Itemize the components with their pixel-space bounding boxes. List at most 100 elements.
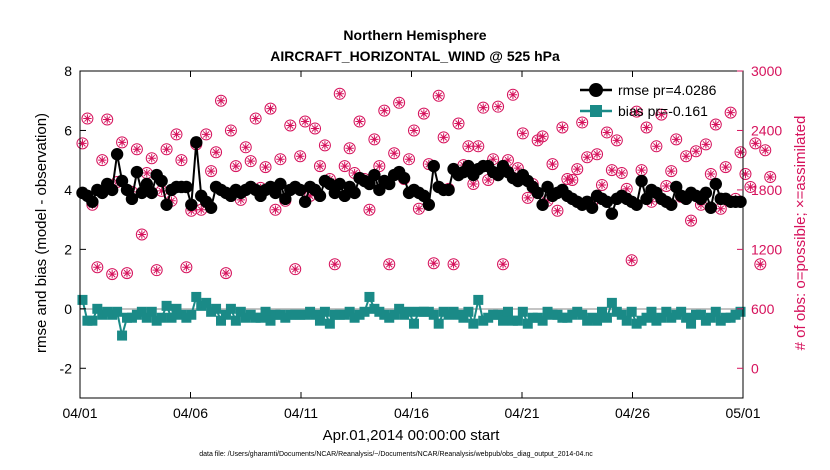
obs-assimilated-marker	[548, 159, 557, 169]
rmse-point	[536, 198, 549, 211]
bias-point	[681, 312, 692, 323]
obs-assimilated-marker	[503, 155, 513, 165]
bias-point	[141, 312, 152, 323]
obs-possible-marker	[650, 140, 663, 153]
obs-possible-marker	[363, 203, 376, 216]
obs-possible-marker	[556, 121, 569, 134]
obs-assimilated-marker	[488, 154, 498, 164]
obs-assimilated-marker	[385, 260, 394, 269]
rmse-point	[204, 201, 218, 214]
bias-point	[201, 297, 212, 308]
obs-possible-marker	[328, 258, 341, 271]
bias-point	[161, 300, 172, 311]
obs-assimilated-marker	[241, 143, 250, 152]
obs-possible-marker	[264, 102, 277, 115]
obs-assimilated-marker	[429, 259, 438, 268]
bias-point	[458, 312, 469, 323]
obs-assimilated-marker	[756, 260, 765, 269]
obs-assimilated-marker	[741, 169, 750, 179]
obs-assimilated-marker	[340, 161, 349, 171]
y-left-tick-label: 6	[64, 122, 72, 138]
obs-assimilated-marker	[182, 263, 191, 272]
bias-point	[146, 306, 157, 317]
obs-assimilated-marker	[251, 114, 260, 123]
obs-possible-marker	[477, 101, 490, 114]
bias-point	[641, 312, 652, 323]
x-tick-label: 04/01	[62, 405, 97, 421]
obs-assimilated-marker	[523, 193, 532, 203]
obs-assimilated-marker	[597, 180, 607, 190]
bias-point	[92, 303, 103, 314]
obs-possible-marker	[343, 142, 356, 155]
obs-assimilated-marker	[667, 166, 676, 176]
bias-point	[364, 291, 375, 302]
obs-possible-marker	[210, 146, 223, 159]
obs-assimilated-marker	[627, 256, 636, 265]
obs-possible-marker	[219, 267, 232, 280]
rmse-point	[130, 165, 144, 179]
rmse-point	[185, 198, 198, 211]
bias-point	[592, 315, 603, 326]
bias-point	[646, 306, 657, 317]
obs-assimilated-marker	[404, 154, 414, 164]
obs-possible-marker	[685, 214, 698, 227]
bias-point	[710, 306, 721, 317]
bias-point	[260, 306, 271, 317]
obs-assimilated-marker	[637, 165, 646, 175]
obs-possible-marker	[333, 87, 346, 100]
bias-point	[77, 294, 88, 305]
rmse-point	[348, 186, 361, 200]
obs-possible-marker	[294, 150, 307, 163]
obs-assimilated-marker	[370, 135, 379, 144]
obs-possible-marker	[81, 112, 94, 125]
obs-assimilated-marker	[672, 135, 681, 144]
obs-assimilated-marker	[167, 196, 176, 206]
obs-possible-marker	[437, 131, 450, 144]
obs-possible-marker	[724, 106, 737, 119]
bias-point	[577, 309, 588, 320]
obs-possible-marker	[353, 115, 366, 128]
obs-possible-marker	[76, 137, 89, 150]
legend: rmse pr=4.0286 bias pr=-0.161	[580, 82, 717, 119]
obs-possible-marker	[719, 161, 732, 174]
obs-assimilated-marker	[93, 263, 102, 272]
chart-title-line2: AIRCRAFT_HORIZONTAL_WIND @ 525 hPa	[270, 48, 560, 64]
obs-possible-marker	[121, 267, 133, 280]
bias-point	[220, 309, 231, 320]
obs-possible-marker	[417, 107, 430, 120]
bias-point	[473, 294, 484, 305]
rmse-point	[704, 201, 718, 214]
obs-assimilated-marker	[380, 106, 389, 115]
obs-assimilated-marker	[315, 161, 325, 171]
rmse-point	[531, 186, 544, 200]
rmse-point	[734, 195, 747, 208]
obs-possible-marker	[744, 180, 757, 193]
obs-assimilated-marker	[320, 141, 330, 150]
bias-point	[621, 315, 632, 326]
obs-possible-marker	[680, 150, 693, 163]
legend-bias-marker	[590, 105, 602, 117]
rmse-point	[298, 195, 312, 208]
obs-assimilated-marker	[592, 150, 602, 159]
bias-point	[230, 315, 241, 326]
obs-possible-marker	[259, 161, 272, 174]
x-tick-label: 04/21	[504, 405, 539, 421]
obs-possible-marker	[407, 124, 420, 137]
bias-point	[136, 306, 147, 317]
bias-point	[216, 315, 227, 326]
obs-assimilated-marker	[345, 144, 354, 153]
obs-assimilated-marker	[607, 165, 617, 175]
bias-point	[498, 315, 509, 326]
y-left-tick-label: 0	[64, 301, 72, 317]
bias-point	[344, 306, 355, 317]
obs-possible-marker	[135, 228, 148, 241]
x-tick-label: 04/11	[284, 405, 318, 421]
obs-assimilated-marker	[533, 136, 542, 145]
y-right-tick-label: 1200	[751, 241, 782, 257]
obs-assimilated-marker	[721, 162, 730, 172]
rmse-point	[600, 195, 614, 208]
bias-point	[265, 315, 276, 326]
obs-assimilated-marker	[261, 162, 270, 172]
obs-assimilated-marker	[449, 260, 458, 269]
